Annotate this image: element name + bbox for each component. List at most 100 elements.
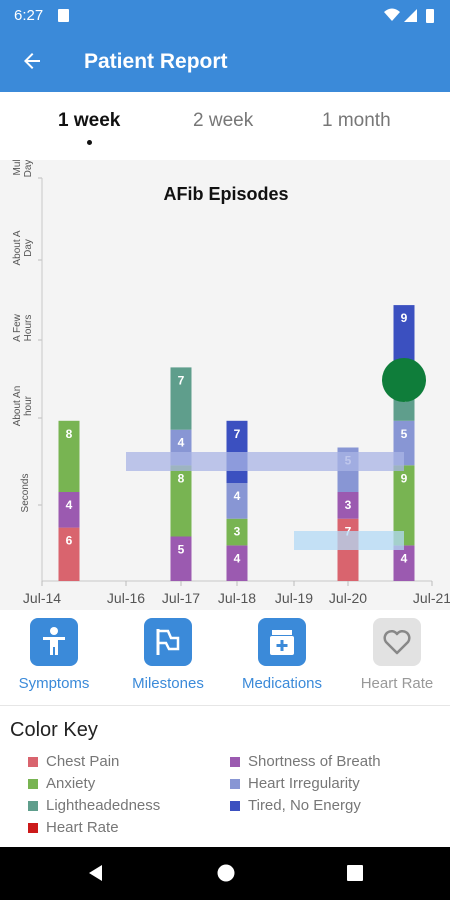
tab-1-week[interactable]: 1 week bbox=[58, 110, 121, 131]
bar-segment bbox=[58, 492, 80, 528]
tab-1-month[interactable]: 1 month bbox=[322, 110, 391, 131]
signal-icon bbox=[404, 9, 417, 22]
flag-icon bbox=[144, 618, 192, 666]
y-level-label: About Anhour bbox=[12, 386, 34, 427]
y-level-label-line: Mult bbox=[12, 160, 23, 175]
key-swatch bbox=[230, 779, 240, 789]
active-tab-indicator bbox=[87, 140, 92, 145]
chart-title: AFib Episodes bbox=[163, 184, 288, 204]
bar-segment bbox=[170, 536, 192, 581]
bar-segment-label: 4 bbox=[178, 436, 185, 450]
y-level-label: MultDays bbox=[12, 160, 34, 177]
bar-segment-label: 8 bbox=[66, 427, 73, 441]
x-tick-label: Jul-19 bbox=[275, 590, 313, 606]
key-swatch bbox=[28, 801, 38, 811]
y-level-label-line: hour bbox=[23, 395, 34, 416]
bar-segment bbox=[170, 367, 192, 430]
bar-segment-label: 3 bbox=[345, 498, 352, 512]
key-swatch bbox=[28, 757, 38, 767]
system-nav-bar bbox=[0, 847, 450, 900]
bar-segment bbox=[226, 483, 248, 519]
y-level-label-line: About An bbox=[12, 386, 23, 427]
person-icon bbox=[30, 618, 78, 666]
bar-segment bbox=[58, 527, 80, 581]
category-toggles: Symptoms Milestones Medications Heart Ra… bbox=[0, 612, 450, 706]
bar-segment bbox=[393, 465, 415, 546]
bar-segment-label: 4 bbox=[234, 551, 241, 565]
color-key: Color Key Chest Pain Shortness of Breath… bbox=[0, 707, 450, 847]
bar-segment-label: 4 bbox=[234, 489, 241, 503]
key-label: Shortness of Breath bbox=[248, 753, 381, 770]
medication-band bbox=[294, 531, 404, 550]
milestones-toggle[interactable]: Milestones bbox=[113, 618, 223, 692]
medications-label: Medications bbox=[241, 675, 323, 692]
bar-segment-label: 8 bbox=[178, 471, 185, 485]
tab-2-week[interactable]: 2 week bbox=[193, 110, 254, 131]
pill-bottle-icon bbox=[258, 618, 306, 666]
page-title: Patient Report bbox=[84, 50, 228, 73]
y-level-label-line: Hours bbox=[23, 315, 34, 342]
key-swatch bbox=[230, 801, 240, 811]
battery-icon bbox=[426, 9, 434, 23]
key-label: Anxiety bbox=[46, 775, 96, 792]
bar-segment-label: 3 bbox=[234, 525, 241, 539]
heart-rate-marker bbox=[382, 358, 426, 402]
wifi-icon bbox=[384, 8, 400, 21]
nav-home-icon[interactable] bbox=[216, 863, 236, 883]
key-swatch bbox=[230, 757, 240, 767]
key-label: Tired, No Energy bbox=[248, 797, 361, 814]
y-level-label: About ADay bbox=[12, 230, 34, 265]
x-tick-label: Jul-20 bbox=[329, 590, 367, 606]
milestones-label: Milestones bbox=[132, 675, 204, 692]
bar-segment-label: 7 bbox=[234, 427, 241, 441]
bar-segment-label: 4 bbox=[401, 551, 408, 565]
x-tick-label: Jul-14 bbox=[23, 590, 61, 606]
y-level-label-line: Day bbox=[23, 239, 34, 257]
y-level-label-line: Seconds bbox=[20, 474, 31, 513]
y-level-label-line: Days bbox=[23, 160, 34, 177]
y-level-label: A FewHours bbox=[12, 313, 34, 342]
bar-segment bbox=[170, 465, 192, 537]
status-time: 6:27 bbox=[14, 7, 44, 24]
afib-chart: Seconds About Anhour A FewHours About ADay M… bbox=[0, 160, 450, 610]
bar-segment-label: 9 bbox=[401, 311, 408, 325]
bar-segment bbox=[226, 518, 248, 546]
heart-rate-toggle[interactable]: Heart Rate bbox=[342, 618, 450, 692]
chart-svg: Seconds About Anhour A FewHours About ADay M… bbox=[12, 160, 450, 606]
bar-segment bbox=[393, 545, 415, 581]
y-level-label-line: About A bbox=[12, 230, 23, 265]
key-label: Chest Pain bbox=[46, 753, 120, 770]
app-bar: Patient Report bbox=[0, 32, 450, 92]
bar-segment-label: 6 bbox=[66, 534, 73, 548]
bar-segment-label: 7 bbox=[178, 373, 185, 387]
x-tick-label: Jul-18 bbox=[218, 590, 256, 606]
key-label: Lightheadedness bbox=[46, 797, 161, 814]
key-label: Heart Rate bbox=[46, 819, 119, 836]
heart-icon bbox=[373, 618, 421, 666]
bar-segment-label: 9 bbox=[401, 471, 408, 485]
bar-segment bbox=[337, 492, 359, 519]
bar-segment bbox=[226, 545, 248, 581]
system-icons bbox=[384, 8, 434, 23]
heart-rate-label: Heart Rate bbox=[360, 675, 434, 692]
bar-segment-label: 5 bbox=[401, 427, 408, 441]
x-tick-label: Jul-16 bbox=[107, 590, 145, 606]
x-tick-label: Jul-17 bbox=[162, 590, 200, 606]
y-level-label: Seconds bbox=[20, 474, 31, 513]
nav-recents-icon[interactable] bbox=[346, 863, 364, 883]
medications-toggle[interactable]: Medications bbox=[227, 618, 337, 692]
medication-band bbox=[126, 452, 404, 471]
back-arrow-icon[interactable] bbox=[20, 49, 44, 73]
key-swatch bbox=[28, 823, 38, 833]
bar-segment-label: 4 bbox=[66, 498, 73, 512]
key-label: Heart Irregularity bbox=[248, 775, 360, 792]
bar-segment-label: 5 bbox=[178, 543, 185, 557]
color-key-title: Color Key bbox=[10, 719, 98, 741]
range-tabs: 1 week 2 week 1 month bbox=[0, 92, 450, 160]
nav-back-icon[interactable] bbox=[86, 863, 104, 883]
status-bar: 6:27 bbox=[0, 0, 450, 32]
bar-segment bbox=[58, 420, 80, 492]
symptoms-toggle[interactable]: Symptoms bbox=[0, 618, 109, 692]
symptoms-label: Symptoms bbox=[18, 675, 90, 692]
y-level-label-line: A Few bbox=[12, 313, 23, 342]
